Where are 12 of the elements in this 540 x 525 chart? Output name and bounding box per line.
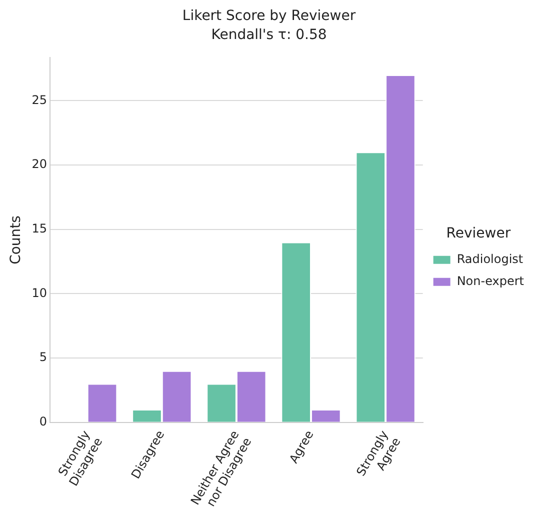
y-axis-title: Counts xyxy=(8,216,24,264)
y-tick-label: 5 xyxy=(39,350,48,364)
chart-subtitle: Kendall's τ: 0.58 xyxy=(211,26,327,43)
legend-label: Non-expert xyxy=(456,274,524,288)
y-tick-label: 0 xyxy=(39,414,48,428)
y-tick-label: 25 xyxy=(32,92,48,107)
y-tick-label: 20 xyxy=(32,157,48,172)
chart-title: Likert Score by Reviewer xyxy=(182,8,356,24)
legend-label: Radiologist xyxy=(456,252,524,266)
y-tick-label: 15 xyxy=(32,222,48,236)
y-tick-label: 10 xyxy=(32,286,48,300)
legend-title: Reviewer xyxy=(446,226,511,242)
